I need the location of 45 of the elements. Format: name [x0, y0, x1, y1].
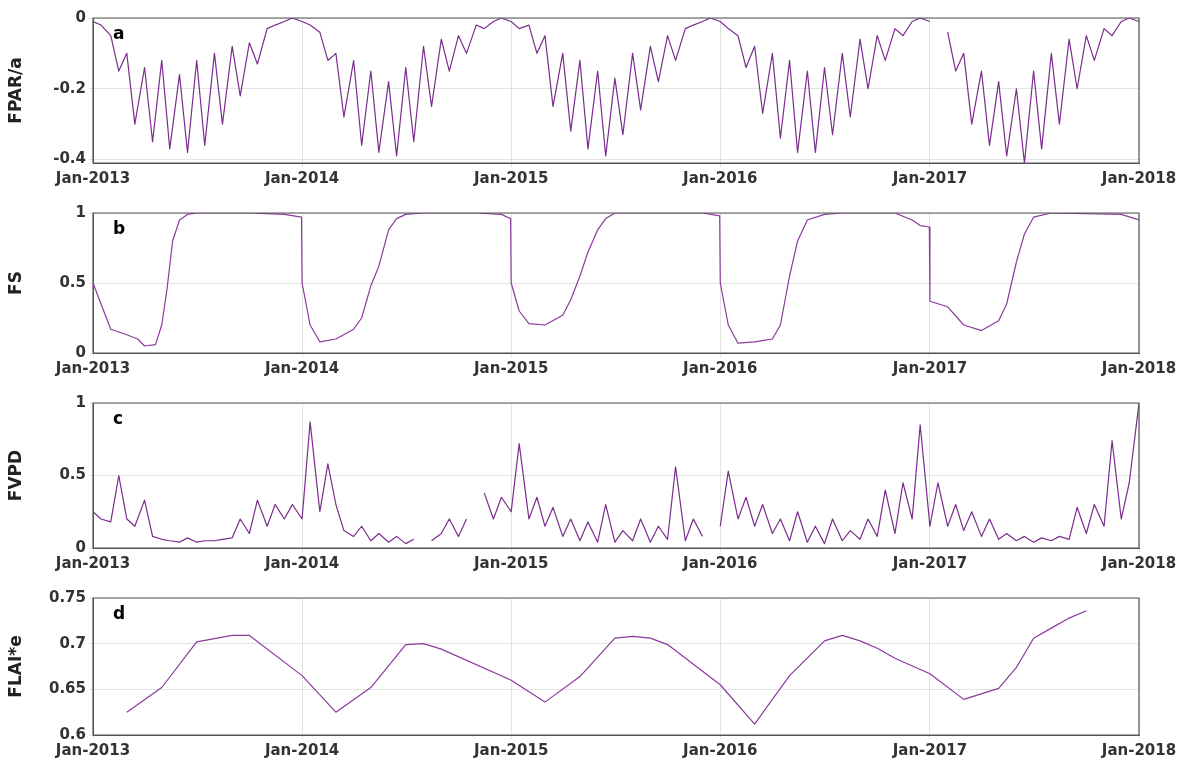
annotation: d — [113, 602, 126, 623]
y-tick-label: 0 — [75, 7, 86, 26]
y-tick-label: -0.2 — [53, 78, 86, 97]
x-tick-label: Jan-2014 — [263, 553, 340, 572]
x-tick-label: Jan-2014 — [263, 168, 340, 187]
y-tick-label: 0.5 — [59, 272, 86, 291]
y-axis-title: FPAR/a — [4, 57, 25, 124]
y-axis-title: FS — [4, 271, 25, 295]
y-tick-label: 0.5 — [59, 465, 86, 484]
x-tick-label: Jan-2014 — [263, 358, 340, 377]
y-tick-label: 0 — [75, 342, 86, 361]
y-axis-title: FLAI*e — [4, 635, 25, 698]
y-tick-label: 0.65 — [48, 679, 86, 698]
x-tick-label: Jan-2017 — [891, 740, 968, 759]
x-tick-label: Jan-2015 — [472, 553, 549, 572]
x-tick-label: Jan-2015 — [472, 358, 549, 377]
x-tick-label: Jan-2018 — [1100, 168, 1177, 187]
y-tick-label: 1 — [75, 392, 86, 411]
y-tick-label: -0.4 — [53, 149, 86, 168]
x-tick-label: Jan-2017 — [891, 553, 968, 572]
x-tick-label: Jan-2016 — [682, 358, 758, 377]
y-tick-label: 0.7 — [59, 633, 86, 652]
x-tick-label: Jan-2018 — [1100, 553, 1177, 572]
x-tick-label: Jan-2013 — [54, 168, 131, 187]
x-tick-label: Jan-2013 — [54, 740, 131, 759]
x-tick-label: Jan-2016 — [682, 553, 758, 572]
x-tick-label: Jan-2016 — [682, 168, 758, 187]
x-tick-label: Jan-2013 — [54, 553, 131, 572]
y-axis-title: FVPD — [4, 449, 25, 502]
annotation: a — [113, 22, 125, 43]
y-tick-label: 0 — [75, 537, 86, 556]
x-tick-label: Jan-2014 — [263, 740, 340, 759]
x-tick-label: Jan-2018 — [1100, 740, 1177, 759]
x-tick-label: Jan-2018 — [1100, 358, 1177, 377]
x-tick-label: Jan-2015 — [472, 168, 549, 187]
x-tick-label: Jan-2017 — [891, 168, 968, 187]
y-tick-label: 1 — [75, 202, 86, 221]
annotation: b — [113, 217, 126, 238]
x-tick-label: Jan-2015 — [472, 740, 549, 759]
annotation: c — [113, 407, 124, 428]
y-tick-label: 0.6 — [59, 724, 86, 743]
x-tick-label: Jan-2013 — [54, 358, 131, 377]
x-tick-label: Jan-2017 — [891, 358, 968, 377]
y-tick-label: 0.75 — [48, 587, 86, 606]
x-tick-label: Jan-2016 — [682, 740, 758, 759]
